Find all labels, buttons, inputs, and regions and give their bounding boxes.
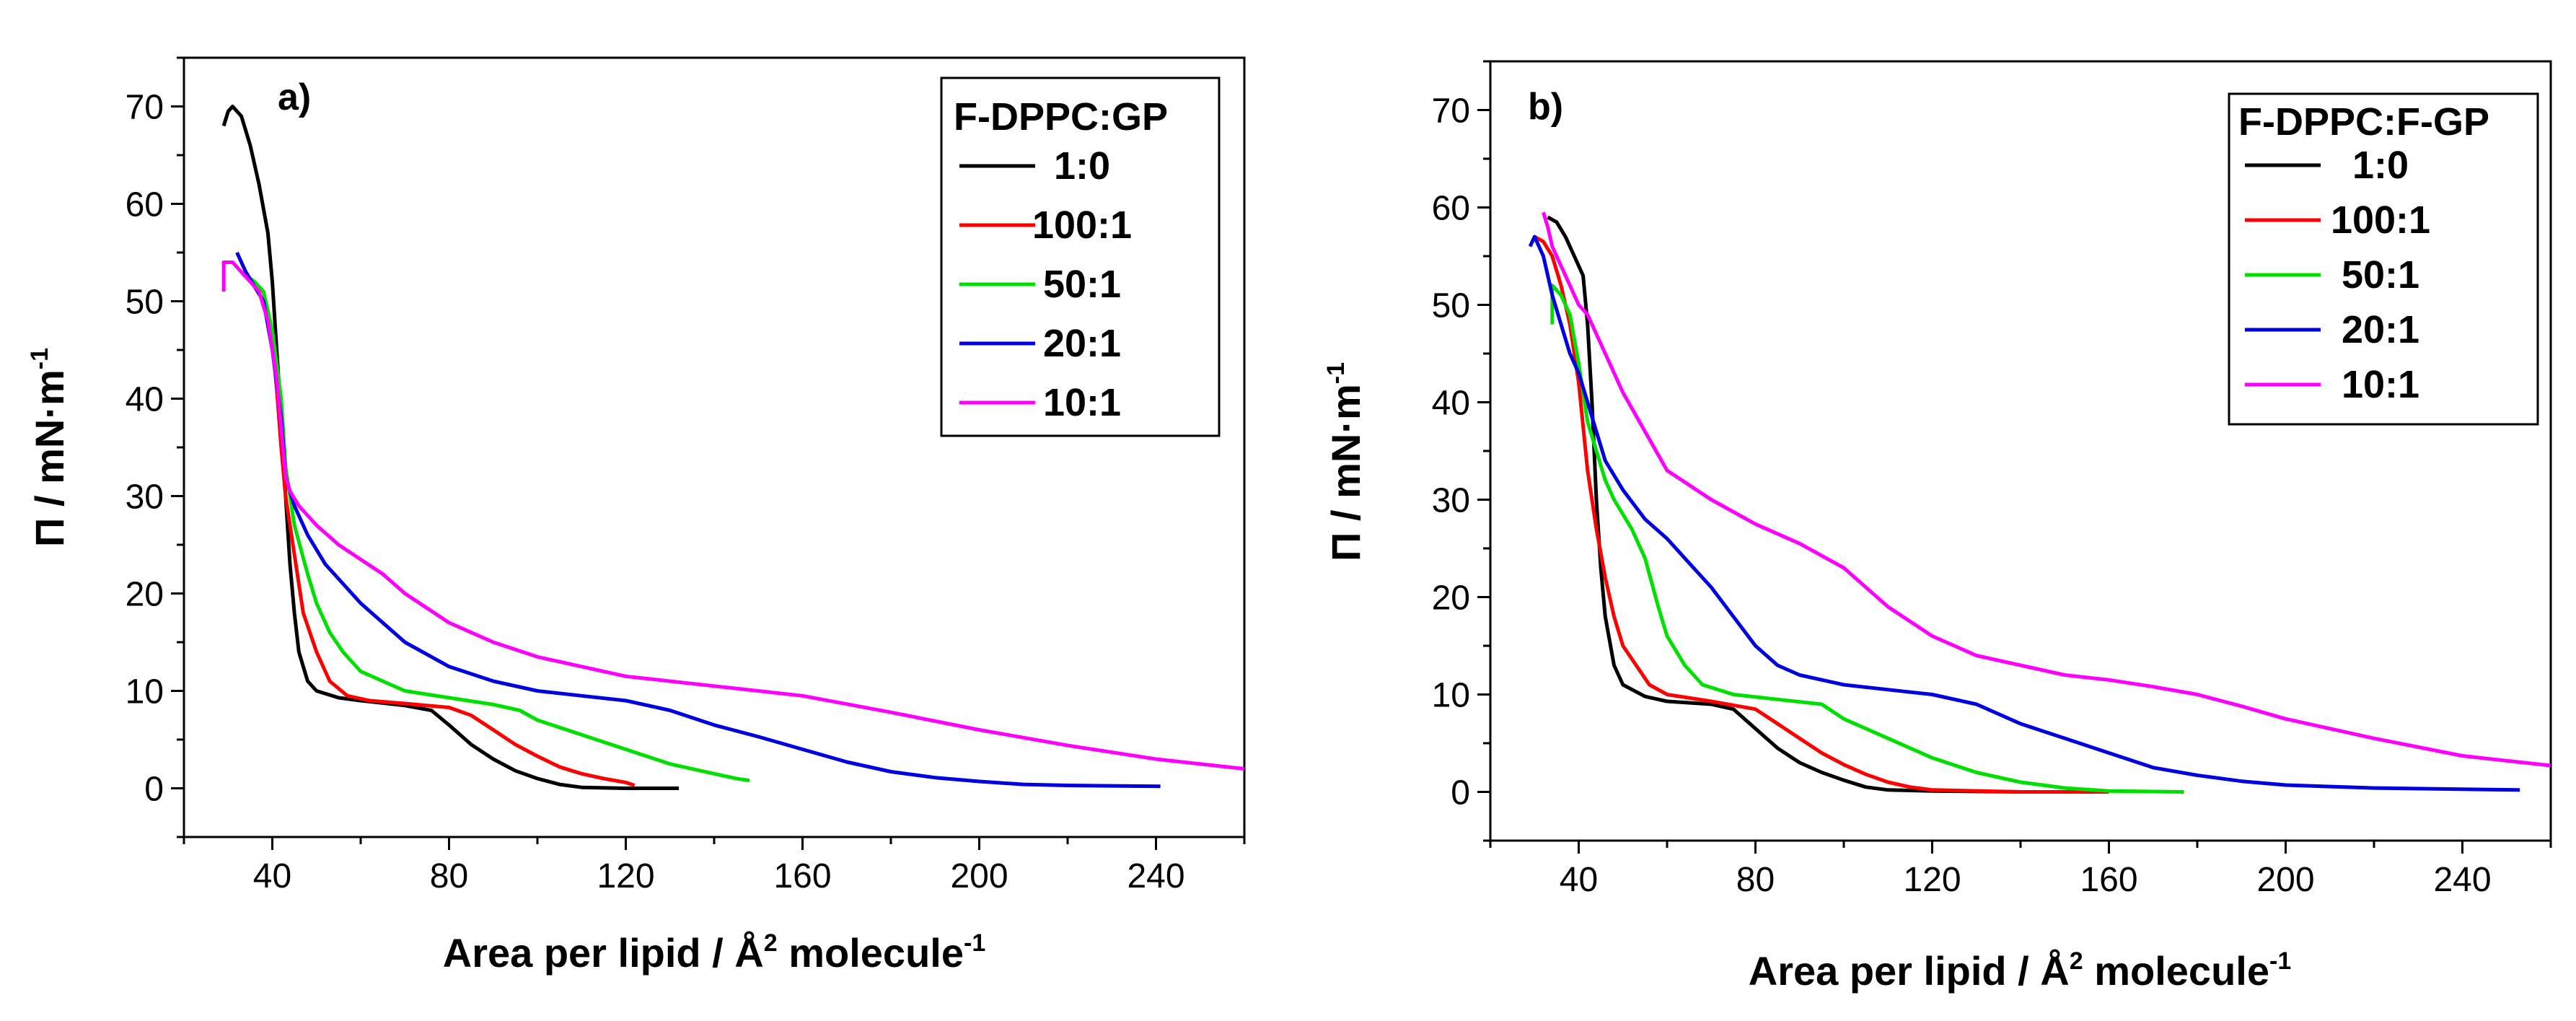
axis-ticks: 40 80 120 160 200 240 0 10 20 30 40 50 60 70 xyxy=(1432,60,2552,899)
legend-label: 100:1 xyxy=(2331,198,2430,242)
series-line-1-0 xyxy=(1547,215,2087,794)
y-tick-label: 50 xyxy=(126,284,164,322)
x-axis-label: Area per lipid / Å2 molecule-1 xyxy=(443,929,985,976)
series-line-100-1 xyxy=(1534,235,2109,794)
legend-label: 10:1 xyxy=(2342,363,2419,406)
series-line-20-1 xyxy=(1528,235,2520,792)
legend-label: 50:1 xyxy=(1043,263,1121,306)
legend: F-DPPC:F-GP 1:0 100:1 50:1 20:1 10:1 xyxy=(2228,92,2539,426)
y-axis-label: Π / mN·m-1 xyxy=(1322,362,1368,561)
x-tick-label: 40 xyxy=(1560,861,1598,899)
panel-label: b) xyxy=(1528,86,1563,128)
legend-label: 1:0 xyxy=(1054,144,1110,188)
y-tick-label: 70 xyxy=(1432,92,1470,131)
x-tick-label: 80 xyxy=(1736,861,1775,899)
y-tick-label: 40 xyxy=(1432,385,1470,423)
y-tick-label: 30 xyxy=(126,478,164,517)
y-tick-label: 10 xyxy=(1432,677,1470,715)
y-tick-label: 50 xyxy=(1432,287,1470,325)
legend-label: 1:0 xyxy=(2352,144,2409,187)
y-tick-label: 0 xyxy=(1451,774,1470,812)
y-tick-label: 60 xyxy=(126,186,164,224)
legend-label: 20:1 xyxy=(1043,322,1121,365)
legend-box xyxy=(2228,92,2539,426)
y-tick-label: 70 xyxy=(126,89,164,127)
y-tick-label: 40 xyxy=(126,381,164,419)
series-line-10-1 xyxy=(1542,211,2551,768)
series-line-50-1 xyxy=(1550,284,2184,794)
y-tick-label: 60 xyxy=(1432,190,1470,228)
panel-label: a) xyxy=(278,76,311,118)
legend-entries: 1:0 100:1 50:1 20:1 10:1 xyxy=(959,144,1132,424)
x-tick-label: 40 xyxy=(253,857,291,895)
series-line-1-0 xyxy=(221,105,679,790)
x-tick-label: 160 xyxy=(2080,861,2137,899)
y-tick-label: 20 xyxy=(1432,579,1470,618)
panel-b: 40 80 120 160 200 240 0 10 20 30 40 50 60 70 b) F-DPP… xyxy=(1322,60,2552,994)
x-axis-label: Area per lipid / Å2 molecule-1 xyxy=(1749,947,2291,994)
series-layer xyxy=(221,105,1245,790)
x-tick-label: 200 xyxy=(2256,861,2314,899)
y-axis-label: Π / mN·m-1 xyxy=(26,348,72,547)
series-layer xyxy=(1528,211,2551,794)
legend-label: 50:1 xyxy=(2342,253,2419,297)
y-tick-label: 0 xyxy=(144,771,164,809)
legend-label: 10:1 xyxy=(1043,381,1121,424)
legend-box xyxy=(940,76,1221,437)
legend-label: 100:1 xyxy=(1032,203,1132,247)
axis-ticks: 40 80 120 160 200 240 0 10 20 30 40 50 60 70 xyxy=(126,56,1246,895)
series-line-50-1 xyxy=(240,270,750,783)
y-tick-label: 30 xyxy=(1432,482,1470,520)
legend-title: F-DPPC:GP xyxy=(954,95,1168,139)
x-tick-label: 200 xyxy=(950,857,1008,895)
legend-label: 20:1 xyxy=(2342,308,2419,351)
panel-a: 40 80 120 160 200 240 0 10 20 30 40 50 60 70 a) F-DPP… xyxy=(26,56,1246,976)
legend-entries: 1:0 100:1 50:1 20:1 10:1 xyxy=(2245,144,2430,406)
x-tick-label: 120 xyxy=(1903,861,1961,899)
y-tick-label: 20 xyxy=(126,576,164,614)
x-tick-label: 120 xyxy=(597,857,654,895)
y-tick-label: 10 xyxy=(126,673,164,711)
x-tick-label: 160 xyxy=(773,857,831,895)
x-tick-label: 240 xyxy=(1127,857,1184,895)
x-tick-label: 80 xyxy=(430,857,468,895)
x-tick-label: 240 xyxy=(2433,861,2491,899)
legend: F-DPPC:GP 1:0 100:1 50:1 20:1 10:1 xyxy=(940,76,1221,437)
legend-title: F-DPPC:F-GP xyxy=(2238,100,2489,144)
series-line-10-1 xyxy=(221,260,1245,771)
